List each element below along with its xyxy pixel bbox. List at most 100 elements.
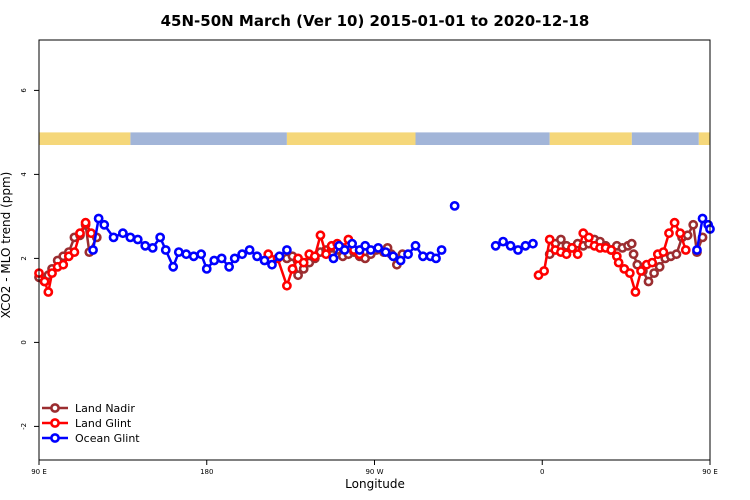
series-line-1-1: [267, 234, 361, 287]
data-point-1-1-3: [287, 263, 298, 274]
data-point-2-3-3: [513, 245, 523, 255]
data-point-1-3-6: [647, 257, 658, 268]
data-point-2-3-1: [498, 236, 509, 247]
data-point-1-2-13: [606, 245, 617, 255]
data-point-2-4-1: [697, 213, 708, 224]
x-tick-label-2: 90 W: [365, 468, 383, 476]
legend-marker-0: [50, 403, 60, 413]
data-point-2-0-19: [224, 261, 235, 272]
data-point-2-0-27: [281, 245, 292, 255]
strip-land-2: [549, 132, 632, 145]
data-point-1-3-2: [624, 268, 635, 278]
data-point-2-1-8: [380, 247, 391, 257]
data-point-1-1-5: [298, 257, 309, 268]
data-point-1-2-1: [539, 266, 550, 276]
data-point-1-0-3: [47, 268, 57, 278]
data-point-2-0-24: [259, 255, 270, 266]
series-layer: [34, 200, 715, 297]
data-point-2-0-25: [267, 259, 277, 270]
data-point-1-0-5: [58, 259, 69, 270]
data-point-1-1-2: [281, 280, 292, 291]
data-point-2-1-12: [410, 240, 421, 251]
data-point-2-0-12: [173, 247, 184, 257]
data-point-1-3-8: [658, 247, 669, 257]
data-point-2-0-23: [252, 251, 262, 262]
data-point-2-0-0: [88, 245, 98, 255]
data-point-2-0-3: [108, 232, 119, 243]
data-point-1-0-7: [69, 247, 80, 257]
data-point-2-0-4: [117, 228, 128, 239]
data-point-2-0-18: [216, 253, 227, 264]
y-tick-label-1: 0: [20, 340, 28, 344]
data-point-2-3-5: [528, 238, 538, 249]
legend-label-0: Land Nadir: [75, 402, 135, 415]
data-point-2-0-26: [274, 251, 285, 262]
data-point-2-3-4: [520, 240, 531, 251]
strip-land-1: [286, 132, 416, 145]
strip-land-0: [39, 132, 131, 145]
data-point-2-1-16: [436, 245, 447, 255]
data-point-0-2-2: [555, 234, 566, 245]
legend-marker-2: [50, 433, 60, 443]
data-point-1-0-9: [80, 217, 91, 228]
data-point-2-0-20: [229, 253, 240, 264]
data-point-2-0-16: [201, 263, 212, 274]
data-point-1-0-1: [39, 276, 50, 287]
data-point-1-3-9: [664, 228, 674, 239]
legend: Land Nadir Land Glint Ocean Glint: [42, 402, 140, 445]
data-point-0-1-2: [293, 270, 303, 281]
data-point-2-1-10: [395, 255, 406, 266]
data-point-2-1-11: [403, 249, 413, 260]
data-point-2-0-8: [147, 242, 158, 253]
data-point-1-3-3: [630, 287, 641, 297]
land-sea-strip: [39, 132, 710, 145]
strip-ocean-1: [130, 132, 287, 145]
data-point-1-3-12: [680, 245, 691, 255]
x-axis-label: Longitude: [345, 477, 405, 491]
data-point-2-0-15: [196, 249, 207, 260]
series-1: [34, 217, 691, 297]
data-point-1-0-10: [86, 228, 97, 239]
data-point-2-2-0: [449, 200, 460, 211]
y-tick-label-4: 6: [20, 88, 28, 93]
data-point-1-2-2: [544, 234, 555, 245]
data-point-0-3-0: [628, 249, 639, 260]
data-point-2-0-22: [244, 245, 255, 255]
x-tick-label-4: 90 E: [702, 468, 718, 476]
data-point-2-0-9: [155, 232, 166, 243]
data-point-0-3-8: [671, 249, 682, 260]
strip-ocean-2: [415, 132, 550, 145]
data-point-1-2-6: [567, 242, 577, 253]
data-point-2-3-0: [490, 240, 501, 251]
strip-ocean-3: [631, 132, 699, 145]
data-point-1-1-7: [309, 251, 320, 262]
data-point-2-1-7: [373, 242, 384, 253]
x-tick-label-3: 0: [540, 468, 544, 476]
chart-title: 45N-50N March (Ver 10) 2015-01-01 to 202…: [161, 12, 590, 30]
y-tick-label-0: -2: [20, 423, 28, 430]
data-point-1-2-5: [561, 249, 572, 260]
series-2: [88, 200, 715, 274]
data-point-0-3-11: [688, 219, 699, 230]
data-point-1-1-9: [321, 249, 331, 260]
data-point-2-1-3: [347, 238, 358, 249]
data-point-2-0-6: [132, 234, 143, 245]
data-point-0-3-3: [643, 276, 654, 287]
data-point-2-0-17: [209, 255, 220, 266]
data-point-1-3-4: [636, 266, 646, 276]
data-point-2-0-7: [140, 240, 151, 251]
data-point-2-0-21: [237, 249, 248, 260]
data-point-2-1-2: [339, 245, 350, 255]
x-tick-label-0: 90 E: [31, 468, 47, 476]
data-point-2-0-14: [188, 251, 199, 262]
y-tick-label-2: 2: [20, 256, 28, 260]
data-point-2-1-0: [328, 253, 339, 264]
data-point-0-3-4: [649, 268, 659, 278]
data-point-2-1-6: [365, 245, 376, 255]
data-point-0-3-10: [682, 230, 693, 241]
data-point-1-2-9: [583, 232, 594, 243]
plot-frame: [38, 39, 711, 461]
data-point-2-1-15: [431, 253, 441, 264]
